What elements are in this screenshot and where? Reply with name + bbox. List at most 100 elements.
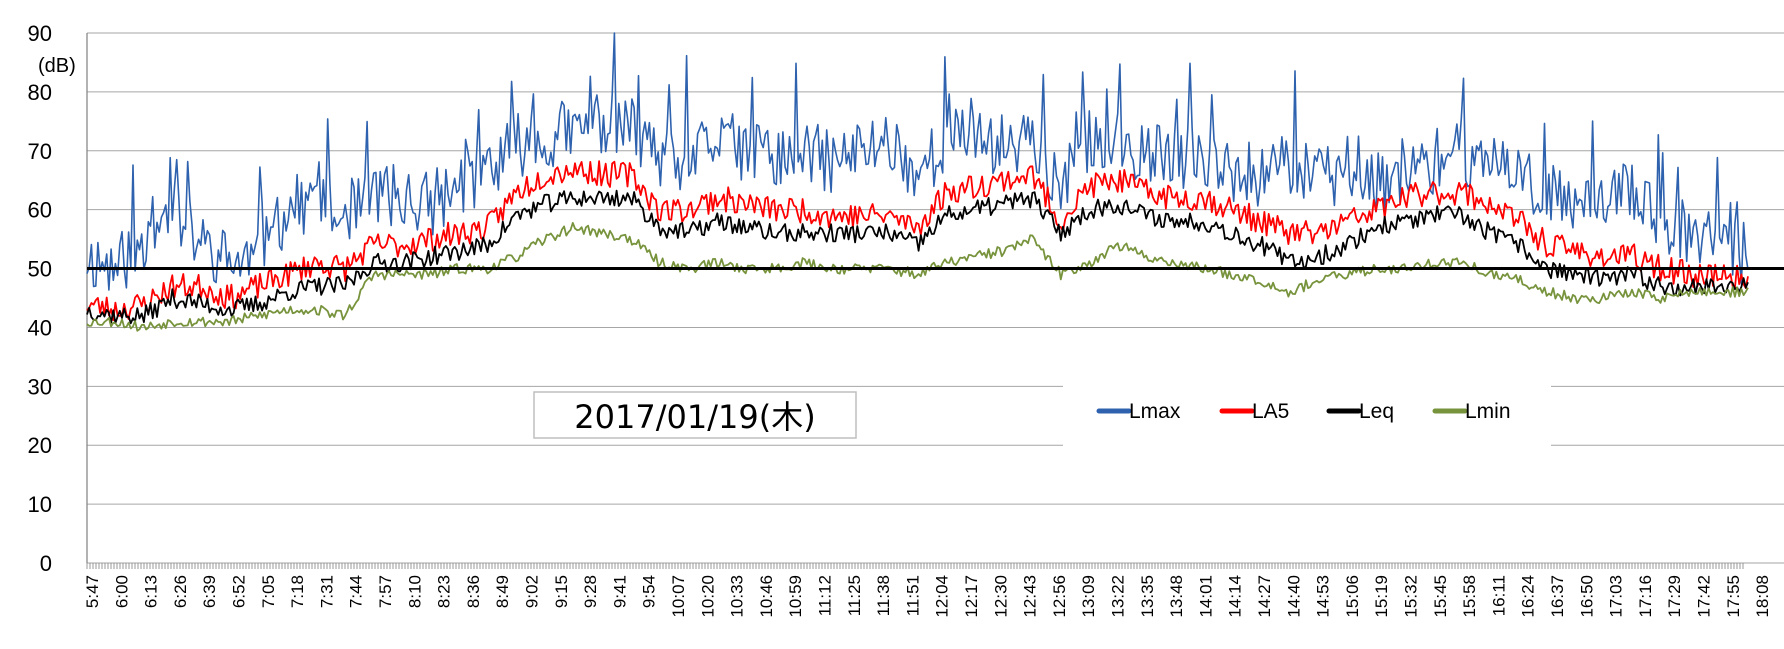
x-tick-label: 17:03 (1607, 575, 1626, 618)
x-tick: 11:51 (903, 575, 922, 616)
x-tick: 10:20 (698, 575, 717, 618)
y-tick-label: 0 (40, 551, 52, 576)
legend: Lmax LA5 Leq Lmin (1063, 378, 1551, 448)
x-tick-label: 6:26 (171, 575, 190, 608)
x-tick-label: 17:42 (1695, 575, 1714, 618)
x-tick: 15:45 (1431, 575, 1450, 618)
x-tick: 18:08 (1753, 575, 1772, 618)
x-tick-label: 12:56 (1050, 575, 1069, 618)
x-tick: 7:57 (376, 575, 395, 608)
x-tick-label: 8:36 (464, 575, 483, 608)
x-tick: 10:07 (669, 575, 688, 618)
x-tick: 6:52 (230, 575, 249, 608)
x-tick: 11:12 (816, 575, 835, 616)
x-tick: 9:28 (581, 575, 600, 608)
x-tick-label: 7:31 (317, 575, 336, 608)
x-tick-label: 14:53 (1314, 575, 1333, 618)
x-tick: 10:46 (757, 575, 776, 618)
x-tick: 5:47 (83, 575, 102, 608)
x-tick: 10:59 (786, 575, 805, 618)
x-tick: 11:38 (874, 575, 893, 616)
x-tick: 9:15 (552, 575, 571, 608)
y-unit-label: (dB) (38, 55, 76, 77)
x-tick-label: 10:46 (757, 575, 776, 618)
x-tick-label: 12:43 (1021, 575, 1040, 618)
x-tick-label: 9:54 (640, 575, 659, 608)
y-tick-label: 90 (28, 21, 52, 46)
x-tick-label: 14:01 (1196, 575, 1215, 618)
x-tick-label: 18:08 (1753, 575, 1772, 618)
x-tick: 17:16 (1636, 575, 1655, 618)
x-tick: 14:27 (1255, 575, 1274, 618)
y-tick-label: 30 (28, 374, 52, 399)
x-tick: 10:33 (728, 575, 747, 618)
legend-label-lmin: Lmin (1465, 400, 1511, 423)
x-tick-label: 13:09 (1079, 575, 1098, 618)
axis-layer: 0 10 20 30 40 50 60 70 80 90 5:47 6:00 6:13 6:26 6:39 6… (28, 21, 1773, 618)
date-box: 2017/01/19(木) (533, 391, 857, 439)
x-tick: 12:04 (933, 575, 952, 618)
date-box-frame (533, 391, 857, 439)
x-tick: 13:22 (1109, 575, 1128, 618)
x-tick: 9:02 (523, 575, 542, 608)
x-tick-label: 7:18 (288, 575, 307, 608)
x-tick-label: 9:15 (552, 575, 571, 608)
x-tick-label: 13:48 (1167, 575, 1186, 618)
x-tick-label: 11:51 (903, 575, 922, 616)
x-tick: 8:36 (464, 575, 483, 608)
x-tick: 7:18 (288, 575, 307, 608)
x-tick-label: 7:05 (259, 575, 278, 608)
x-tick: 7:44 (347, 575, 366, 608)
y-tick-label: 10 (28, 492, 52, 517)
x-tick-label: 8:49 (493, 575, 512, 608)
x-tick: 8:23 (435, 575, 454, 608)
x-tick-label: 16:11 (1489, 575, 1508, 616)
y-tick-label: 20 (28, 433, 52, 458)
x-tick-label: 10:20 (698, 575, 717, 618)
x-tick: 16:50 (1577, 575, 1596, 618)
x-tick-label: 11:38 (874, 575, 893, 616)
x-tick: 12:56 (1050, 575, 1069, 618)
x-tick: 17:29 (1665, 575, 1684, 618)
x-tick: 15:32 (1402, 575, 1421, 618)
date-label: 2017/01/19(木) (574, 398, 815, 436)
x-tick: 6:39 (200, 575, 219, 608)
legend-label-lmax: Lmax (1129, 400, 1181, 423)
x-tick: 12:17 (962, 575, 981, 618)
x-tick-label: 15:58 (1460, 575, 1479, 618)
x-tick: 7:05 (259, 575, 278, 608)
x-tick-label: 15:45 (1431, 575, 1450, 618)
x-tick: 9:41 (610, 575, 629, 608)
x-minor-ticks (86, 563, 1744, 569)
x-tick: 14:01 (1196, 575, 1215, 618)
y-tick-label: 80 (28, 80, 52, 105)
x-tick-label: 8:10 (405, 575, 424, 608)
x-tick-label: 16:24 (1519, 575, 1538, 618)
series-la5-line (86, 160, 1749, 321)
x-tick-label: 17:29 (1665, 575, 1684, 618)
x-tick: 8:10 (405, 575, 424, 608)
x-tick-label: 7:44 (347, 575, 366, 608)
x-tick: 7:31 (317, 575, 336, 608)
x-tick: 6:26 (171, 575, 190, 608)
series-leq-line (86, 189, 1749, 325)
x-tick-label: 9:02 (523, 575, 542, 608)
x-tick-label: 5:47 (83, 575, 102, 608)
x-tick-label: 6:00 (112, 575, 131, 608)
x-tick: 17:55 (1724, 575, 1743, 618)
x-tick-label: 6:13 (142, 575, 161, 608)
x-tick-label: 9:41 (610, 575, 629, 608)
x-tick: 16:37 (1548, 575, 1567, 618)
legend-label-la5: LA5 (1252, 400, 1289, 423)
x-tick: 8:49 (493, 575, 512, 608)
x-tick-label: 8:23 (435, 575, 454, 608)
x-tick: 13:48 (1167, 575, 1186, 618)
x-tick-label: 11:25 (845, 575, 864, 616)
series-lmax-line (86, 32, 1749, 291)
x-tick: 14:14 (1226, 575, 1245, 618)
x-tick: 17:42 (1695, 575, 1714, 618)
x-tick: 11:25 (845, 575, 864, 616)
x-tick: 15:06 (1343, 575, 1362, 618)
